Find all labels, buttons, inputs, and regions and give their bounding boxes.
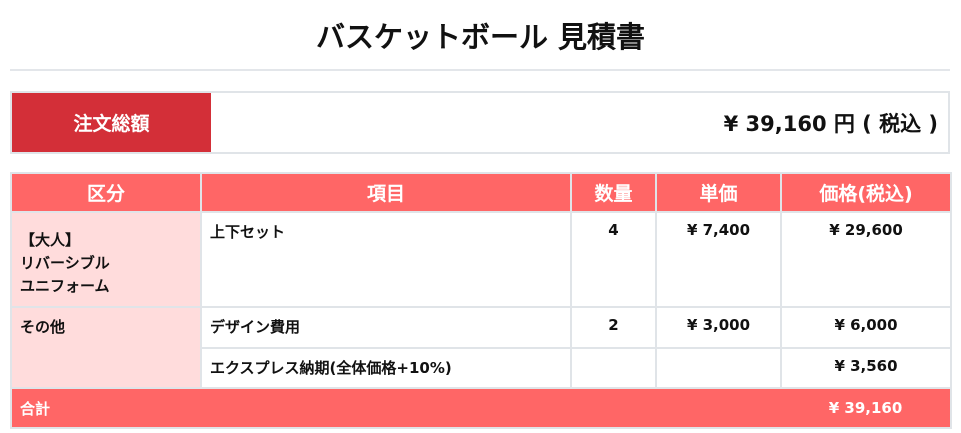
unit-price-cell	[655, 347, 782, 389]
table-row: その他 デザイン費用 2 ¥ 3,000 ¥ 6,000	[10, 306, 952, 389]
category-line: 【大人】	[20, 231, 81, 249]
page-title: バスケットボール 見積書	[315, 20, 646, 54]
order-total-box: 注文総額 ¥ 39,160 円 ( 税込 )	[10, 91, 950, 154]
unit-price-cell: ¥ 3,000	[655, 306, 782, 349]
order-total-label: 注文総額	[12, 93, 211, 152]
header-category: 区分	[10, 172, 202, 213]
total-value: ¥ 39,160	[781, 387, 952, 429]
divider	[10, 69, 950, 71]
qty-cell	[570, 347, 657, 389]
item-cell: デザイン費用	[200, 306, 572, 349]
table-row: エクスプレス納期(全体価格+10%) ¥ 3,560	[11, 347, 952, 389]
header-item: 項目	[200, 172, 572, 213]
header-price: 価格(税込)	[780, 172, 952, 213]
category-line: ユニフォーム	[20, 277, 110, 295]
unit-price-cell: ¥ 7,400	[655, 211, 782, 308]
header-qty: 数量	[570, 172, 657, 213]
category-line: リバーシブル	[20, 254, 110, 272]
price-cell: ¥ 3,560	[780, 347, 952, 389]
qty-cell: 2	[570, 306, 657, 349]
item-cell: 上下セット	[200, 211, 572, 308]
header-unit-price: 単価	[655, 172, 782, 213]
category-cell: その他	[10, 306, 202, 389]
quote-table: 区分 項目 数量 単価 価格(税込) 【大人】 リバーシブル ユニフォーム 上下…	[10, 172, 952, 429]
table-row: 【大人】 リバーシブル ユニフォーム 上下セット 4 ¥ 7,400 ¥ 29,…	[10, 211, 952, 308]
total-label: 合計	[10, 387, 781, 429]
total-row: 合計 ¥ 39,160	[10, 387, 952, 429]
price-cell: ¥ 6,000	[780, 306, 952, 349]
order-total-value: ¥ 39,160 円 ( 税込 )	[723, 111, 938, 136]
price-cell: ¥ 29,600	[780, 211, 952, 308]
table-header-row: 区分 項目 数量 単価 価格(税込)	[10, 172, 952, 213]
qty-cell: 4	[570, 211, 657, 308]
item-cell: エクスプレス納期(全体価格+10%)	[200, 347, 572, 389]
category-cell: 【大人】 リバーシブル ユニフォーム	[10, 211, 202, 308]
